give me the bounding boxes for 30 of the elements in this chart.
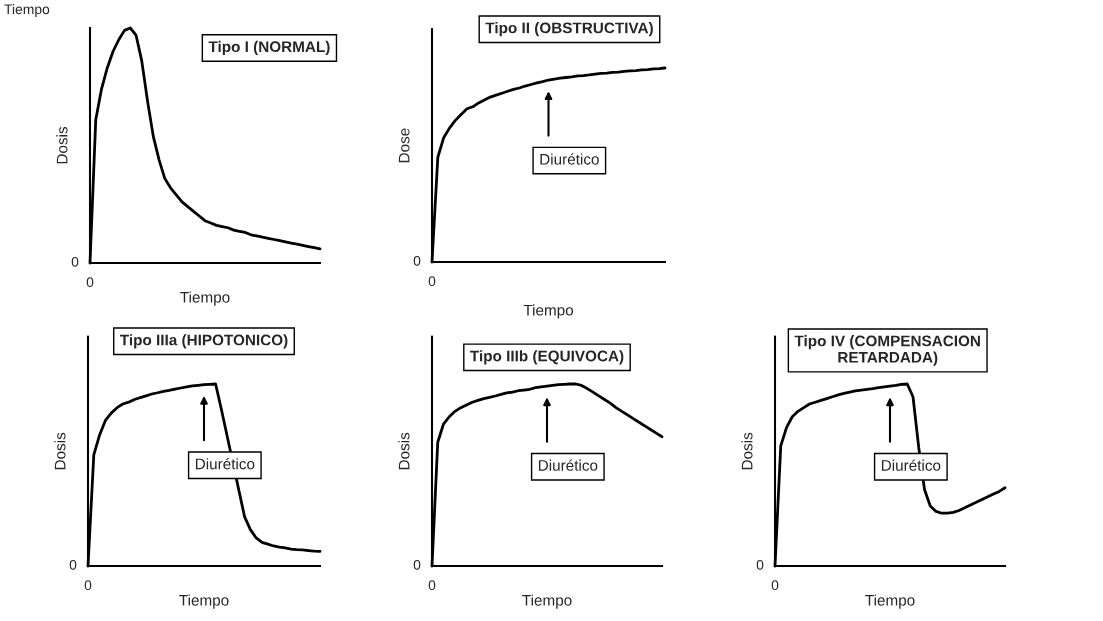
text: 0 — [69, 559, 77, 570]
x-axis-title: Tiempo — [179, 594, 229, 609]
text: Tiempo — [4, 4, 50, 17]
text: 0 — [428, 276, 436, 287]
text: 0 — [71, 256, 79, 267]
annotation: Diurético — [881, 459, 941, 471]
annotation: Diurético — [538, 459, 598, 471]
x-axis-title: Tiempo — [865, 594, 915, 609]
annotation: Diurético — [195, 457, 255, 470]
y-axis-title: Dosis — [54, 432, 66, 470]
text: 0 — [413, 559, 421, 570]
text: 0 — [84, 580, 92, 591]
text: 0 — [413, 255, 421, 266]
y-axis-title: Dose — [398, 128, 410, 163]
text: 0 — [428, 580, 436, 591]
text: 0 — [756, 559, 764, 570]
x-axis-title: Tiempo — [523, 304, 574, 319]
annotation: Diurético — [540, 153, 599, 165]
text: 0 — [86, 277, 94, 288]
y-axis-title: Dosis — [741, 432, 753, 470]
x-axis-title: Tiempo — [180, 291, 230, 306]
chart-title: Tipo IV (COMPENSACION RETARDADA) — [794, 335, 980, 366]
text: Tipo I (NORMAL) — [208, 40, 330, 56]
chart-title: Tipo IIIa (HIPOTONICO) — [119, 334, 288, 349]
chart-title: Tipo IIIb (EQUIVOCA) — [470, 350, 624, 365]
y-axis-title: Dosis — [56, 126, 68, 164]
y-axis-title: Dosis — [398, 432, 410, 470]
chart-title: Tipo II (OBSTRUCTIVA) — [485, 22, 653, 37]
x-axis-title: Tiempo — [522, 594, 572, 609]
text: 0 — [771, 580, 779, 591]
